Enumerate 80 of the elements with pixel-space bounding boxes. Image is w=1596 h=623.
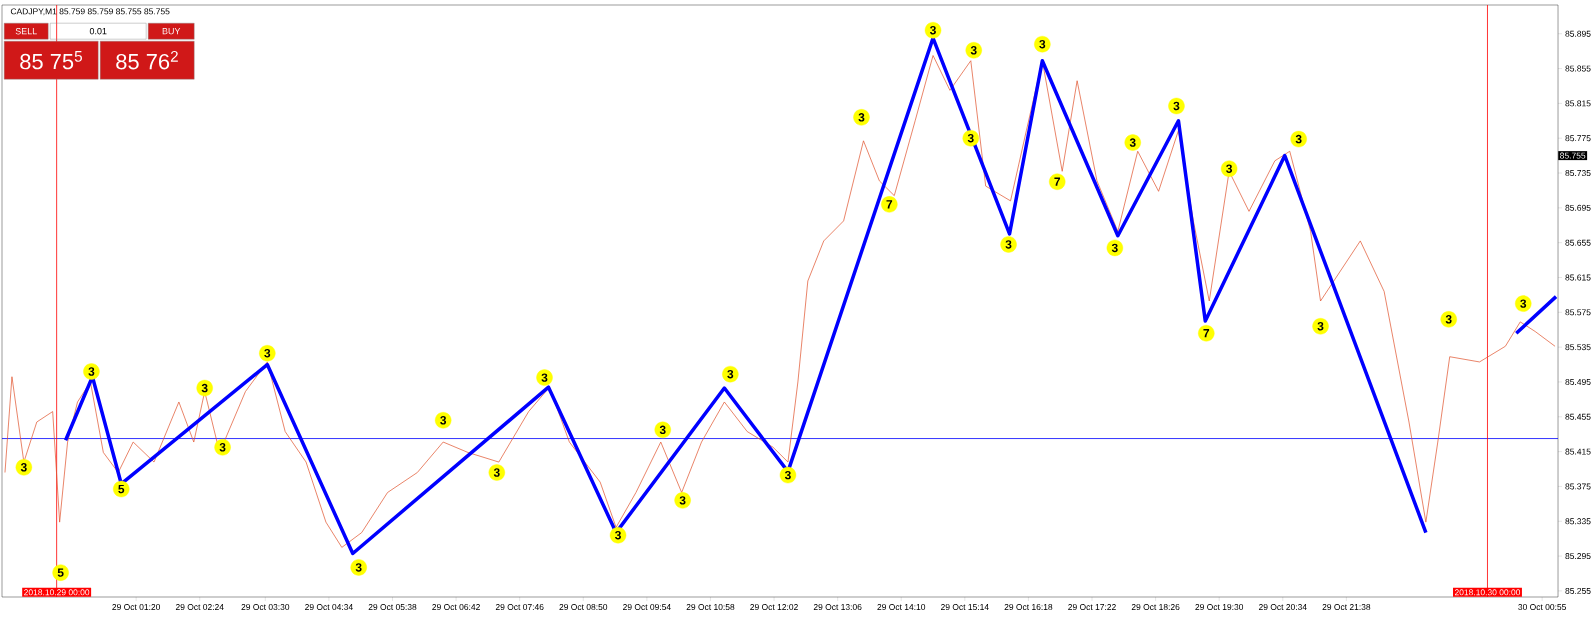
y-tick-label: 85.775 <box>1565 135 1591 142</box>
annotation: 85 76$^{2}$ <box>116 50 178 70</box>
y-tick-label: 85.695 <box>1565 204 1591 211</box>
annotation: 3 <box>659 425 666 435</box>
y-tick-label: 85.735 <box>1565 170 1591 177</box>
annotation: 3 <box>1317 322 1324 331</box>
annotation: 3 <box>967 133 974 143</box>
annotation: 7 <box>1203 329 1210 338</box>
x-tick-label: 29 Oct 17:22 <box>1068 604 1116 611</box>
y-tick-label: 85.415 <box>1565 448 1591 455</box>
y-tick-label: 85.895 <box>1565 30 1591 37</box>
annotation: SELL <box>15 28 37 35</box>
y-tick-label: 85.255 <box>1565 587 1591 594</box>
annotation: 0.01 <box>89 28 107 35</box>
annotation: 3 <box>679 496 686 505</box>
x-tick-label: 29 Oct 12:02 <box>750 604 798 611</box>
annotation: 3 <box>88 367 95 376</box>
annotation: 3 <box>20 463 27 472</box>
x-tick-label: 29 Oct 06:42 <box>432 604 480 611</box>
annotation: 3 <box>970 46 977 55</box>
annotation: 3 <box>1226 164 1233 173</box>
y-tick-label: 85.855 <box>1565 65 1591 72</box>
annotation: 7 <box>886 200 893 209</box>
annotation: 3 <box>1173 101 1180 111</box>
x-tick-label: 29 Oct 08:50 <box>559 604 608 611</box>
x-tick-label: 29 Oct 20:34 <box>1258 604 1307 611</box>
annotation: 3 <box>1039 39 1046 49</box>
y-tick-label: 85.495 <box>1565 378 1591 385</box>
y-tick-label: 85.295 <box>1565 553 1591 560</box>
annotation: 3 <box>1295 134 1302 144</box>
annotation: 3 <box>1520 299 1527 308</box>
annotation: 85 75$^{5}$ <box>20 51 82 70</box>
annotation: 3 <box>929 26 936 35</box>
annotation: 3 <box>201 383 208 393</box>
annotation: 3 <box>727 369 734 379</box>
x-tick-label: 29 Oct 09:54 <box>623 604 671 611</box>
x-tick-label: 29 Oct 16:18 <box>1004 604 1053 611</box>
annotation: 3 <box>493 468 500 477</box>
annotation: 3 <box>615 530 621 540</box>
ref-line-label: 2018.10.30 00:00 <box>1454 589 1521 596</box>
annotation: 3 <box>541 373 548 382</box>
x-tick-label: 29 Oct 18:26 <box>1131 604 1180 611</box>
annotation: 3 <box>219 443 226 452</box>
x-tick-label: 29 Oct 04:34 <box>305 604 353 611</box>
x-tick-label: 29 Oct 13:06 <box>813 604 862 611</box>
annotation: 3 <box>264 349 271 358</box>
annotation: 3 <box>355 563 362 572</box>
y-tick-label: 85.655 <box>1565 239 1591 246</box>
x-tick-label: 29 Oct 07:46 <box>495 604 544 611</box>
annotation: BUY <box>162 28 181 35</box>
y-tick-label: 85.615 <box>1565 274 1591 281</box>
y-tick-label: 85.535 <box>1565 344 1591 351</box>
annotation: 3 <box>784 470 791 480</box>
y-tick-label: 85.815 <box>1565 100 1591 107</box>
annotation: 3 <box>1111 243 1118 253</box>
chart-title: CADJPY,M1 85.759 85.759 85.755 85.755 <box>10 8 170 16</box>
y-tick-label: 85.335 <box>1565 518 1591 525</box>
x-tick-label: 29 Oct 19:30 <box>1195 604 1244 611</box>
annotation: 85.755 <box>1560 152 1586 159</box>
annotation: 3 <box>858 113 865 122</box>
x-tick-label: 29 Oct 21:38 <box>1322 604 1371 611</box>
x-tick-label: 29 Oct 10:58 <box>686 604 735 611</box>
x-tick-label: 29 Oct 05:38 <box>368 604 417 611</box>
y-tick-label: 85.375 <box>1565 483 1591 490</box>
annotation: 3 <box>1129 138 1136 147</box>
annotation: 3 <box>440 416 447 425</box>
annotation: 3 <box>1005 240 1012 249</box>
annotation: 3 <box>1445 315 1452 324</box>
ref-line-label: 2018.10.29 00:00 <box>24 589 90 596</box>
y-tick-label: 85.575 <box>1565 309 1591 316</box>
x-tick-label: 29 Oct 14:10 <box>877 604 926 611</box>
x-tick-label: 29 Oct 03:30 <box>241 604 290 611</box>
annotation: 5 <box>118 484 125 494</box>
x-tick-label: 29 Oct 02:24 <box>175 604 224 611</box>
x-tick-label: 29 Oct 15:14 <box>941 604 989 611</box>
y-tick-label: 85.455 <box>1565 413 1591 420</box>
x-tick-label: 30 Oct 00:55 <box>1518 604 1567 611</box>
annotation: 7 <box>1054 177 1061 186</box>
annotation: 5 <box>57 568 64 577</box>
x-tick-label: 29 Oct 01:20 <box>112 604 161 611</box>
